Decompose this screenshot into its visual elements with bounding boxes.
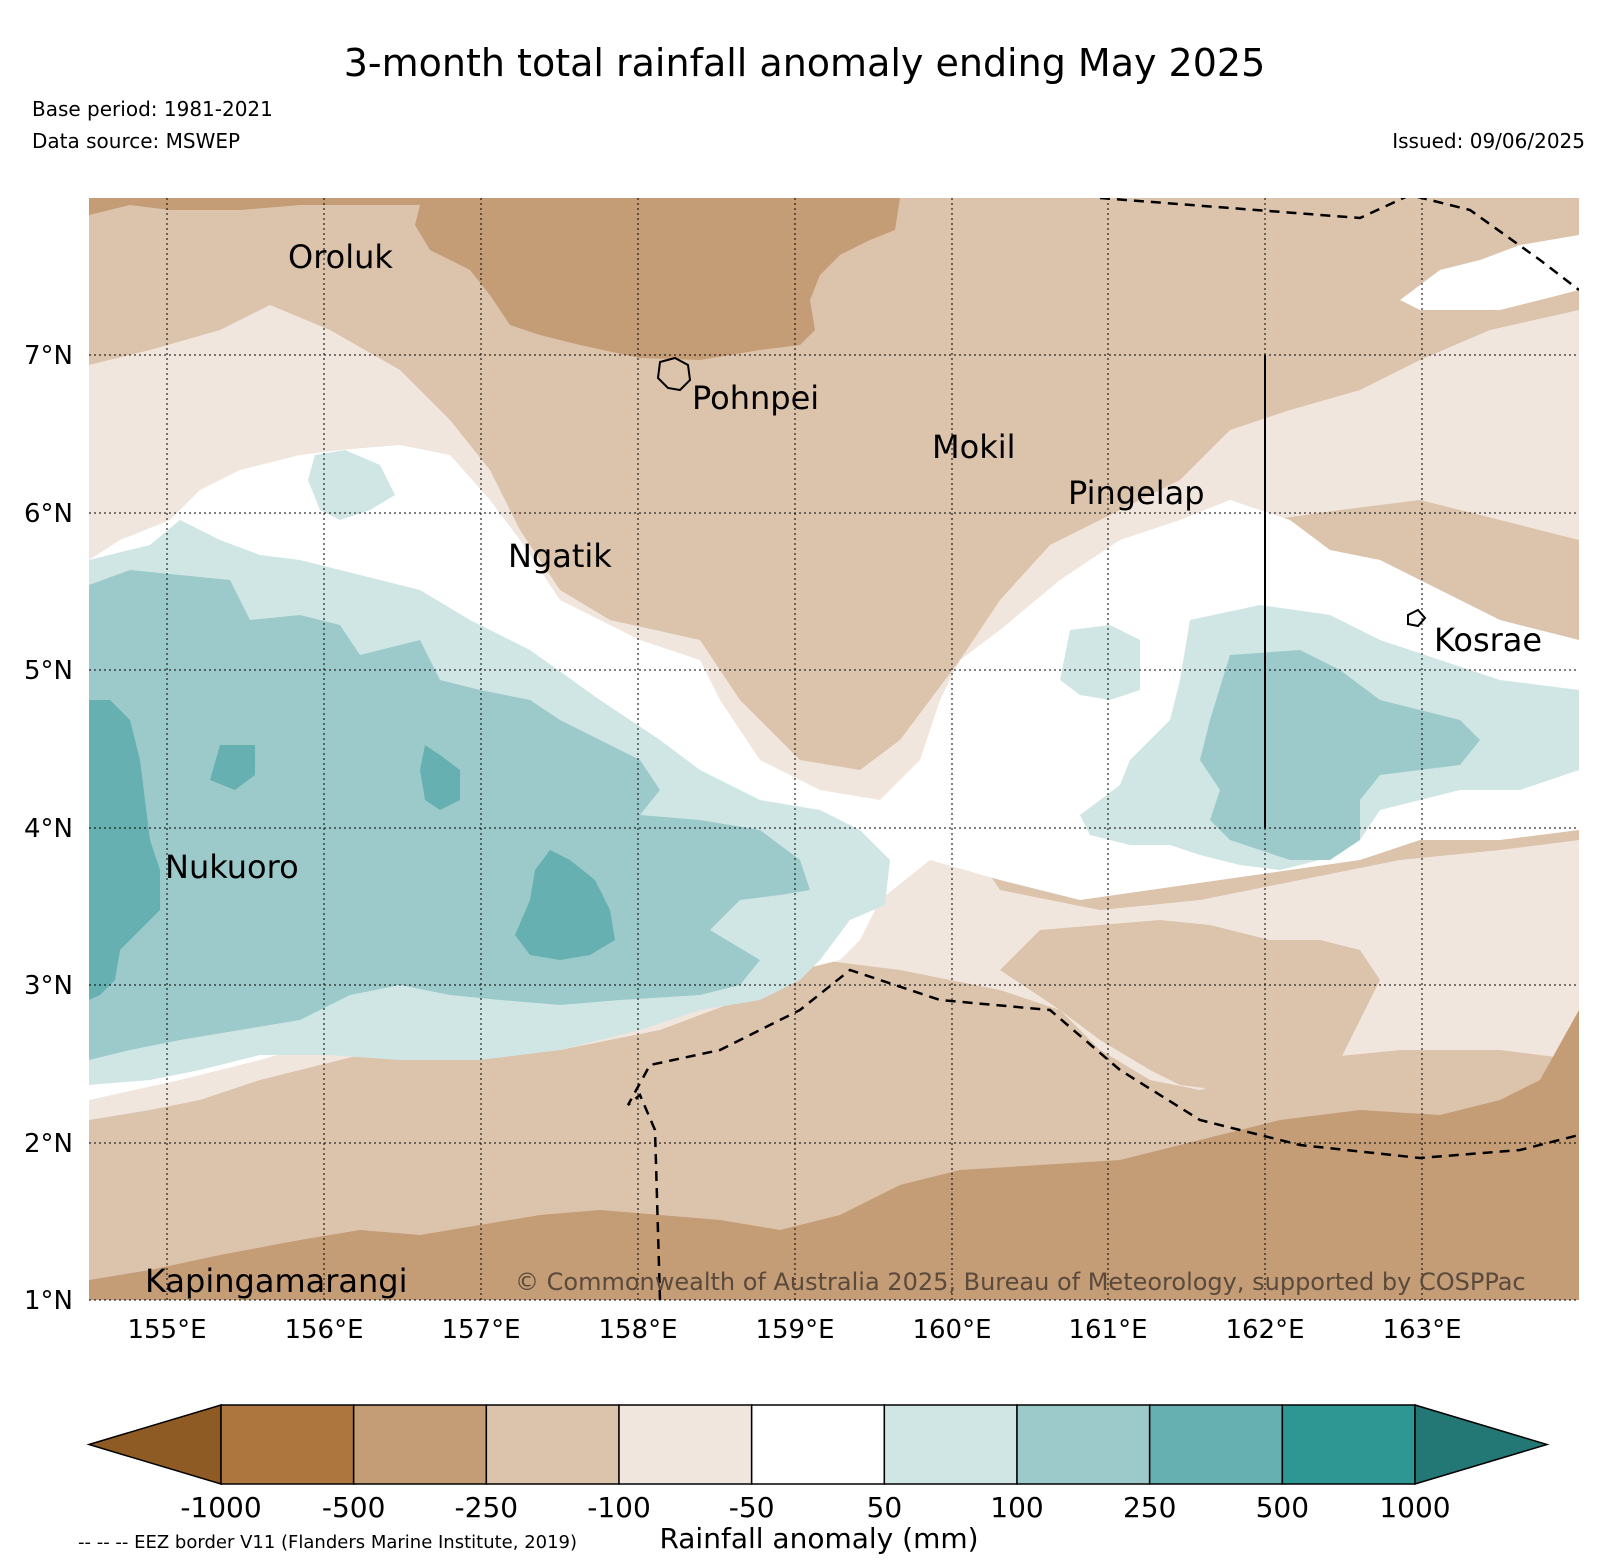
base-period-label: Base period: 1981-2021 <box>32 97 273 121</box>
anomaly-contour-layer <box>89 198 1579 1300</box>
lon-tick-label: 162°E <box>1225 1315 1304 1345</box>
lat-tick-label: 5°N <box>24 656 73 686</box>
copyright-notice: © Commonwealth of Australia 2025, Bureau… <box>515 1268 1526 1296</box>
colorbar-segment <box>220 1404 355 1485</box>
contour-fill-tan-south <box>89 1010 1579 1300</box>
contour-fill-tan-north <box>89 198 900 360</box>
lon-tick-label: 159°E <box>755 1315 834 1345</box>
place-label-kapingamarangi: Kapingamarangi <box>145 1262 407 1300</box>
contour-fill-teal-blob-mid <box>1060 625 1140 700</box>
colorbar: -1000 -500 -250 -100 -50 50 100 250 500 1000 <box>86 1403 1550 1524</box>
lat-tick-label: 4°N <box>24 814 73 844</box>
lon-tick-label: 155°E <box>127 1315 206 1345</box>
colorbar-tick-label: 250 <box>1123 1491 1176 1524</box>
colorbar-title: Rainfall anomaly (mm) <box>659 1522 978 1555</box>
eez-border-lines <box>626 198 1579 1300</box>
lon-tick-label: 156°E <box>284 1315 363 1345</box>
lon-tick-label: 160°E <box>912 1315 991 1345</box>
data-source-label: Data source: MSWEP <box>32 129 241 153</box>
colorbar-tick-label: -100 <box>587 1491 651 1524</box>
kosrae-island-outline <box>1407 608 1427 628</box>
colorbar-extend-low <box>86 1403 222 1486</box>
latitude-tick-labels: 7°N 6°N 5°N 4°N 3°N 2°N 1°N <box>24 341 73 1316</box>
colorbar-tick-label: -1000 <box>180 1491 261 1524</box>
lon-tick-label: 157°E <box>441 1315 520 1345</box>
contour-fill-teal-medium <box>89 570 810 1060</box>
colorbar-tick-label: 50 <box>867 1491 903 1524</box>
colorbar-tick-label: 1000 <box>1379 1491 1450 1524</box>
place-label-oroluk: Oroluk <box>288 238 393 276</box>
place-label-mokil: Mokil <box>932 428 1016 466</box>
place-label-kosrae: Kosrae <box>1434 621 1542 659</box>
colorbar-tick-label: 100 <box>990 1491 1043 1524</box>
eez-footnote: -- -- -- EEZ border V11 (Flanders Marine… <box>78 1532 577 1553</box>
lat-tick-label: 3°N <box>24 971 73 1001</box>
colorbar-tick-label: 500 <box>1256 1491 1309 1524</box>
page-title: 3-month total rainfall anomaly ending Ma… <box>343 41 1266 85</box>
place-labels: Oroluk Pohnpei Mokil Pingelap Ngatik Kos… <box>145 238 1542 1300</box>
colorbar-tick-label: -250 <box>455 1491 519 1524</box>
colorbar-segment <box>1016 1404 1151 1485</box>
contour-fill-teal-dark-blob2 <box>420 745 460 810</box>
lon-tick-label: 158°E <box>598 1315 677 1345</box>
colorbar-tick-label: -500 <box>322 1491 386 1524</box>
contour-fill-tan-se <box>1000 920 1380 1090</box>
issued-date-label: Issued: 09/06/2025 <box>1392 129 1585 153</box>
lat-tick-label: 7°N <box>24 341 73 371</box>
colorbar-segment <box>1281 1404 1416 1485</box>
contour-fill-teal-dark-blob1 <box>210 745 255 790</box>
lat-tick-label: 2°N <box>24 1129 73 1159</box>
lat-tick-label: 6°N <box>24 499 73 529</box>
colorbar-segment <box>750 1404 886 1485</box>
lat-tick-label: 1°N <box>24 1286 73 1316</box>
contour-fill-teal-dark-blob3 <box>515 850 615 960</box>
colorbar-segment <box>618 1404 753 1485</box>
colorbar-segment <box>352 1404 488 1485</box>
place-label-nukuoro: Nukuoro <box>165 848 299 886</box>
place-label-pingelap: Pingelap <box>1068 474 1205 512</box>
contour-fill-white-ne <box>1400 235 1579 310</box>
longitude-tick-labels: 155°E 156°E 157°E 158°E 159°E 160°E 161°… <box>127 1315 1461 1345</box>
pohnpei-island-outline <box>656 356 692 392</box>
colorbar-segment <box>485 1404 620 1485</box>
contour-fill-teal-blob-nw <box>308 450 395 520</box>
place-label-pohnpei: Pohnpei <box>692 379 819 417</box>
place-label-ngatik: Ngatik <box>508 537 612 575</box>
lon-tick-label: 163°E <box>1382 1315 1461 1345</box>
colorbar-tick-label: -50 <box>729 1491 775 1524</box>
contour-fill-teal-medium-east <box>1200 650 1480 860</box>
contour-fill-teal-dark-west <box>89 700 160 1000</box>
colorbar-extend-high <box>1414 1403 1550 1486</box>
lon-tick-label: 161°E <box>1068 1315 1147 1345</box>
colorbar-segment <box>883 1404 1018 1485</box>
colorbar-segment <box>1148 1404 1284 1485</box>
